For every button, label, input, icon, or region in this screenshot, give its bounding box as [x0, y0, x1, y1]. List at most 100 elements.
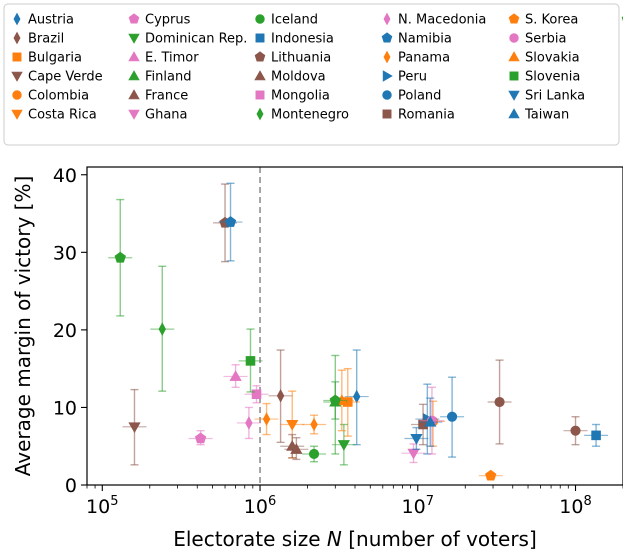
- legend-marker-e-timor: [128, 51, 140, 62]
- legend-item-montenegro: Montenegro: [256, 107, 349, 123]
- legend-marker-taiwan: [508, 108, 520, 119]
- y-tick-label-1: 10: [53, 397, 77, 419]
- legend-label-lithuania: Lithuania: [271, 51, 331, 66]
- marker-moldova-15-0: [286, 440, 299, 451]
- legend-label-peru: Peru: [398, 70, 427, 85]
- legend-label-indonesia: Indonesia: [271, 32, 334, 47]
- data-point-montenegro-17-0: [150, 265, 175, 392]
- marker-mongolia-16-0: [251, 389, 262, 400]
- plot-area: [108, 167, 609, 485]
- legend-marker-ghana: [128, 109, 140, 120]
- legend-marker-dominican-rep: [128, 33, 140, 44]
- x-tick-base-1: 10: [244, 496, 268, 518]
- legend-label-dominican-rep: Dominican Rep.: [145, 32, 247, 47]
- legend-marker-indonesia: [255, 33, 265, 43]
- data-point-cape-verde-3-0: [122, 388, 147, 466]
- legend-marker-brazil: [13, 31, 21, 45]
- legend-marker-bulgaria: [12, 52, 22, 62]
- data-point-panama-33-0: [302, 414, 327, 435]
- x-tick-label-3: 108: [559, 494, 591, 518]
- legend-label-cyprus: Cyprus: [145, 13, 191, 28]
- legend-item-peru: Peru: [382, 70, 427, 85]
- marker-brazil-1-0: [276, 389, 285, 403]
- data-point-mongolia-16-0: [244, 385, 269, 404]
- legend-item-lithuania: Lithuania: [254, 51, 331, 66]
- legend-marker-colombia: [12, 90, 22, 100]
- legend-marker-cyprus: [128, 13, 140, 24]
- legend-label-taiwan: Taiwan: [524, 108, 569, 123]
- legend-item-indonesia: Indonesia: [255, 32, 334, 47]
- data-point-dominican-rep-7-0: [331, 423, 356, 466]
- legend-label-brazil: Brazil: [28, 32, 64, 47]
- data-point-brazil-1-0: [268, 349, 293, 444]
- marker-slovenia-27-0: [245, 356, 256, 366]
- data-point-n-macedonia-18-0: [236, 406, 261, 440]
- legend-item-bulgaria: Bulgaria: [12, 51, 82, 66]
- x-tick-label-2: 107: [402, 494, 434, 518]
- legend-label-n-macedonia: N. Macedonia: [398, 13, 486, 28]
- data-point-panama-20-0: [254, 402, 279, 436]
- data-point-moldova-15-0: [280, 433, 305, 459]
- legend-label-iceland: Iceland: [271, 13, 318, 28]
- data-point-sri-lanka-28-0: [404, 426, 429, 451]
- legend-marker-france: [128, 89, 140, 100]
- marker-uruguay-34-0: [329, 394, 341, 406]
- legend-label-finland: Finland: [145, 70, 191, 85]
- data-point-brazil-32-0: [563, 416, 588, 446]
- marker-cape-verde-3-0: [128, 422, 141, 434]
- legend-marker-mongolia: [255, 90, 265, 100]
- legend-item-poland: Poland: [382, 89, 441, 104]
- legend-marker-sri-lanka: [508, 90, 520, 101]
- legend-marker-slovenia: [509, 71, 519, 81]
- marker-e-timor-8-0: [229, 370, 242, 381]
- data-point-indonesia-13-0: [584, 423, 609, 447]
- marker-namibia-19-0: [224, 216, 237, 227]
- marker-cyprus-6-0: [194, 432, 207, 444]
- legend-item-austria: Austria: [13, 13, 74, 28]
- legend-label-costa-rica: Costa Rica: [28, 108, 97, 123]
- data-point-poland-22-0: [440, 376, 465, 458]
- legend-label-s-korea: S. Korea: [525, 13, 578, 28]
- x-tick-label-0: 105: [86, 494, 118, 518]
- x-axis-title-text: Electorate size: [173, 527, 327, 551]
- legend-item-e-timor: E. Timor: [128, 51, 199, 66]
- legend-item-costa-rica: Costa Rica: [11, 108, 97, 123]
- legend-marker-s-korea: [508, 13, 520, 24]
- x-axis-title: Electorate size N [number of voters]: [173, 527, 537, 551]
- marker-iceland-12-0: [308, 448, 320, 460]
- data-point-cyprus-6-0: [188, 430, 213, 446]
- y-tick-label-2: 20: [53, 320, 77, 342]
- legend-item-colombia: Colombia: [12, 89, 89, 104]
- y-tick-label-4: 40: [53, 165, 77, 187]
- x-axis-title-symbol: N: [327, 527, 342, 551]
- legend-label-romania: Romania: [398, 108, 455, 123]
- legend-marker-cape-verde: [11, 71, 23, 82]
- data-point-e-timor-8-0: [223, 364, 248, 388]
- legend-item-slovakia: Slovakia: [508, 51, 580, 66]
- legend-label-serbia: Serbia: [525, 32, 566, 47]
- legend-item-taiwan: Taiwan: [508, 108, 569, 123]
- plot-frame: [86, 166, 623, 486]
- x-tick-base-3: 10: [559, 496, 583, 518]
- y-tick-label-3: 30: [53, 242, 77, 264]
- legend-marker-namibia: [381, 32, 393, 43]
- legend-label-poland: Poland: [398, 89, 441, 104]
- marker-s-korea-24-0: [485, 469, 497, 481]
- legend-label-slovenia: Slovenia: [525, 70, 580, 85]
- legend-item-moldova: Moldova: [254, 70, 326, 85]
- x-tick-base-2: 10: [402, 496, 426, 518]
- legend: Austria Brazil Bulgaria Cape Verde Colombia C…: [11, 13, 623, 123]
- marker-brazil-31-0: [494, 396, 505, 408]
- x-tick-exp-0: 5: [110, 494, 118, 509]
- marker-indonesia-13-0: [591, 430, 601, 441]
- legend-item-france: France: [128, 89, 188, 104]
- legend-label-cape-verde: Cape Verde: [28, 70, 103, 85]
- legend-item-ghana: Ghana: [128, 108, 188, 123]
- legend-label-austria: Austria: [28, 13, 74, 28]
- legend-label-colombia: Colombia: [28, 89, 89, 104]
- data-point-s-korea-24-0: [478, 469, 503, 481]
- marker-ghana-11-0: [407, 448, 420, 460]
- legend-marker-moldova: [254, 70, 266, 81]
- legend-marker-montenegro: [256, 107, 264, 121]
